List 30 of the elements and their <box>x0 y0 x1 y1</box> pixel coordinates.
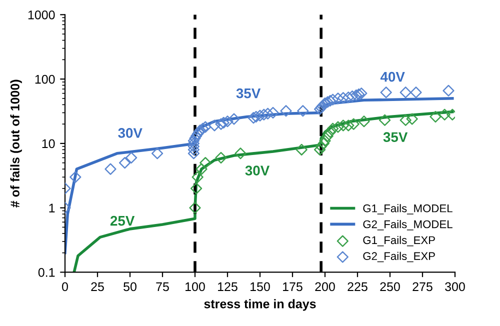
x-tick-label: 25 <box>91 282 104 292</box>
annotation: 30V <box>245 166 270 176</box>
x-tick-label: 200 <box>315 282 335 292</box>
y-tick-label: 0.1 <box>38 268 55 277</box>
x-tick-label: 300 <box>445 282 465 292</box>
annotation: 40V <box>380 72 405 82</box>
x-axis-title: stress time in days <box>204 299 316 311</box>
x-tick-label: 250 <box>380 282 400 292</box>
x-tick-label: 150 <box>250 282 270 292</box>
y-tick-label: 10 <box>42 139 55 148</box>
x-tick-label: 50 <box>124 282 136 292</box>
x-tick-label: 225 <box>348 282 368 292</box>
x-tick-label: 275 <box>412 282 432 292</box>
annotation: 30V <box>118 128 142 138</box>
y-tick-label: 1 <box>49 204 55 212</box>
x-tick-label: 125 <box>218 282 238 292</box>
legend-label: G2_Fails_EXP <box>363 252 435 262</box>
annotation: 35V <box>383 132 408 142</box>
y-axis-title: # of fails (out of 1000) <box>10 80 22 208</box>
legend-label: G1_Fails_EXP <box>363 236 435 246</box>
legend-label: G1_Fails_MODEL <box>363 204 452 214</box>
x-tick-label: 175 <box>283 282 302 292</box>
annotation: 35V <box>236 88 261 98</box>
y-tick-label: 1000 <box>28 10 55 20</box>
x-tick-label: 100 <box>186 282 205 292</box>
x-tick-label: 75 <box>156 282 169 292</box>
annotation: 25V <box>110 216 135 226</box>
x-tick-label: 0 <box>62 282 68 292</box>
legend-label: G2_Fails_MODEL <box>363 220 452 230</box>
y-tick-label: 100 <box>35 74 55 84</box>
